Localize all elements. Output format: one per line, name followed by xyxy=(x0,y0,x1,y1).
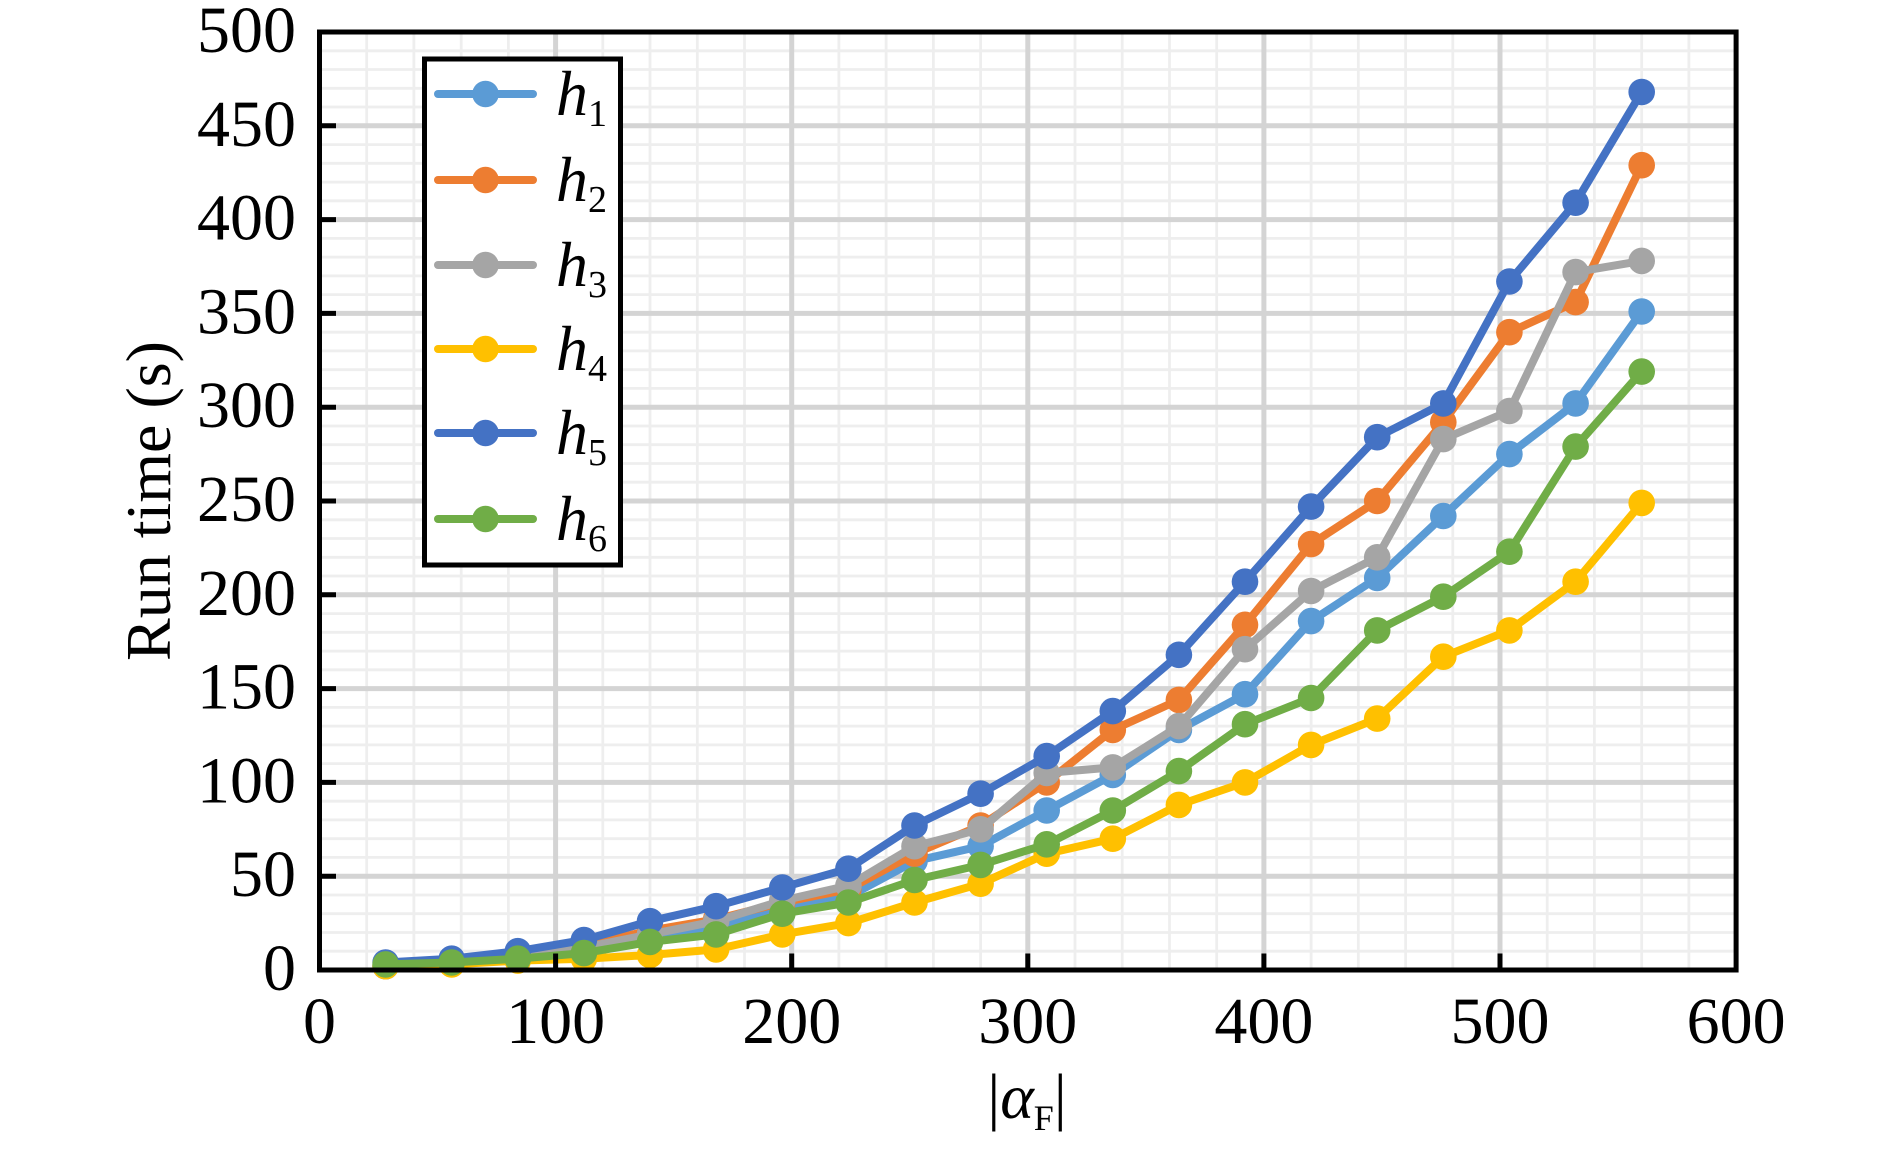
svg-text:350: 350 xyxy=(197,275,296,348)
svg-text:|αF|: |αF| xyxy=(987,1061,1066,1138)
svg-text:Run time (s): Run time (s) xyxy=(113,341,184,661)
svg-text:0: 0 xyxy=(263,932,296,1005)
svg-text:100: 100 xyxy=(506,985,605,1058)
svg-text:300: 300 xyxy=(978,985,1077,1058)
svg-text:500: 500 xyxy=(197,0,296,67)
svg-text:600: 600 xyxy=(1687,985,1786,1058)
svg-text:450: 450 xyxy=(197,88,296,161)
svg-text:100: 100 xyxy=(197,744,296,817)
svg-text:200: 200 xyxy=(742,985,841,1058)
svg-text:400: 400 xyxy=(1214,985,1313,1058)
svg-text:400: 400 xyxy=(197,182,296,255)
svg-text:200: 200 xyxy=(197,557,296,630)
svg-text:150: 150 xyxy=(197,651,296,724)
svg-text:250: 250 xyxy=(197,463,296,536)
svg-text:500: 500 xyxy=(1451,985,1550,1058)
svg-text:50: 50 xyxy=(230,838,296,911)
svg-text:300: 300 xyxy=(197,369,296,442)
svg-text:0: 0 xyxy=(303,985,336,1058)
